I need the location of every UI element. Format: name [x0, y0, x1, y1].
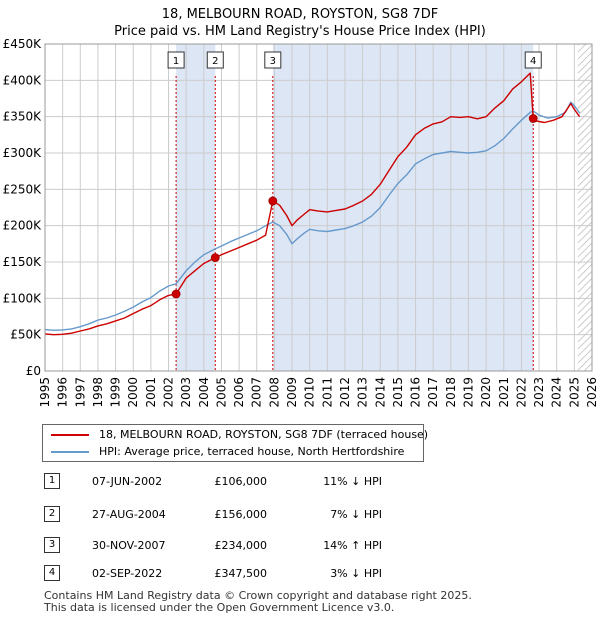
legend-swatch-hpi: [51, 451, 89, 453]
sale-date: 30-NOV-2007: [92, 539, 166, 552]
x-tick-label: 2018: [444, 377, 458, 408]
sale-row: 1 07-JUN-2002 £106,000 11% ↓ HPI: [42, 473, 462, 491]
sale-point: [268, 196, 278, 206]
x-tick-label: 2019: [461, 377, 475, 408]
sale-price: £234,000: [214, 539, 268, 552]
sale-hpi-diff: 3% ↓ HPI: [330, 567, 382, 580]
chart-subtitle: Price paid vs. HM Land Registry's House …: [114, 24, 486, 39]
footer-licence: This data is licensed under the Open Gov…: [44, 601, 395, 614]
price-chart: 1 2 3 4 £0 £50K £100K £150K £200K £250K £300K £350…: [3, 37, 599, 408]
sale-point: [171, 289, 181, 299]
y-tick-label: £0: [26, 364, 41, 378]
sale-hpi-diff: 14% ↑ HPI: [323, 539, 382, 552]
sale-price: £156,000: [214, 508, 268, 521]
sale-label-box: [167, 51, 185, 69]
x-tick-label: 1999: [109, 377, 123, 408]
x-tick-label: 1995: [38, 377, 52, 408]
y-tick-label: £50K: [10, 328, 42, 342]
x-tick-label: 2005: [214, 377, 228, 408]
sale-number: 3: [44, 537, 60, 553]
x-tick-label: 2001: [144, 377, 158, 408]
x-tick-label: 2007: [250, 377, 264, 408]
sale-label-box: [524, 51, 542, 69]
x-tick-label: 2020: [479, 377, 493, 408]
x-tick-label: 1997: [73, 377, 87, 408]
forecast-hatch: [577, 44, 592, 371]
chart-title: 18, MELBOURN ROAD, ROYSTON, SG8 7DF: [161, 7, 439, 22]
sale-point: [528, 114, 538, 123]
sale-point: [210, 253, 220, 263]
x-tick-label: 2004: [197, 377, 211, 408]
sale-number: 1: [44, 473, 60, 489]
sale-price: £106,000: [214, 475, 268, 488]
sale-row: 3 30-NOV-2007 £234,000 14% ↑ HPI: [42, 537, 462, 555]
x-tick-label: 2006: [232, 377, 246, 408]
hpi-line: [44, 101, 581, 331]
x-tick-label: 1998: [91, 377, 105, 408]
sale-hpi-diff: 7% ↓ HPI: [330, 508, 382, 521]
sale-date: 02-SEP-2022: [92, 567, 163, 580]
footer-copyright: Contains HM Land Registry data © Crown c…: [44, 589, 472, 602]
x-tick-label: 2013: [356, 377, 370, 408]
shaded-period: [272, 44, 534, 371]
x-tick-label: 2022: [514, 377, 528, 408]
x-tick-label: 1996: [56, 377, 70, 408]
x-tick-label: 2025: [567, 377, 581, 408]
x-tick-label: 2009: [285, 377, 299, 408]
sale-hpi-diff: 11% ↓ HPI: [323, 475, 382, 488]
sale-date: 07-JUN-2002: [92, 475, 163, 488]
sale-label-box: [264, 51, 282, 69]
y-tick-label: £250K: [3, 182, 43, 196]
sale-row: 2 27-AUG-2004 £156,000 7% ↓ HPI: [42, 506, 462, 524]
sale-label-number: 1: [173, 56, 179, 67]
x-tick-label: 2017: [426, 377, 440, 408]
x-tick-label: 2002: [162, 377, 176, 408]
chart-title-block: 18, MELBOURN ROAD, ROYSTON, SG8 7DF Pric…: [0, 6, 600, 40]
x-tick-label: 2015: [391, 377, 405, 408]
y-tick-label: £300K: [3, 146, 43, 160]
y-tick-label: £400K: [3, 73, 43, 87]
sale-label-box: [206, 51, 224, 69]
plot-border: [44, 43, 593, 372]
y-tick-label: £450K: [3, 37, 43, 51]
property-line: [44, 72, 581, 336]
legend-label-property: 18, MELBOURN ROAD, ROYSTON, SG8 7DF (ter…: [99, 428, 429, 441]
shaded-period: [176, 44, 216, 371]
y-tick-label: £150K: [3, 255, 43, 269]
sale-price: £347,500: [214, 567, 268, 580]
sale-label-number: 2: [212, 56, 218, 67]
y-tick-label: £200K: [3, 219, 43, 233]
sale-date: 27-AUG-2004: [92, 508, 166, 521]
legend: 18, MELBOURN ROAD, ROYSTON, SG8 7DF (ter…: [42, 424, 428, 462]
sale-number: 2: [44, 506, 60, 522]
x-tick-label: 2026: [585, 377, 599, 408]
x-tick-label: 2010: [303, 377, 317, 408]
x-tick-label: 2014: [373, 377, 387, 408]
x-tick-label: 2011: [320, 377, 334, 408]
x-tick-label: 2024: [550, 377, 564, 408]
footer: Contains HM Land Registry data © Crown c…: [44, 590, 472, 614]
x-tick-label: 2012: [338, 377, 352, 408]
x-tick-label: 2000: [126, 377, 140, 408]
x-tick-label: 2023: [532, 377, 546, 408]
legend-swatch-property: [51, 434, 89, 436]
legend-label-hpi: HPI: Average price, terraced house, Nort…: [99, 445, 405, 458]
x-tick-label: 2021: [497, 377, 511, 408]
x-tick-label: 2008: [267, 377, 281, 408]
sale-row: 4 02-SEP-2022 £347,500 3% ↓ HPI: [42, 565, 462, 583]
x-tick-label: 2016: [409, 377, 423, 408]
sale-label-number: 3: [270, 56, 276, 67]
sale-label-number: 4: [530, 56, 536, 67]
x-tick-label: 2003: [179, 377, 193, 408]
sale-number: 4: [44, 565, 60, 581]
y-tick-label: £350K: [3, 110, 43, 124]
y-tick-label: £100K: [3, 291, 43, 305]
